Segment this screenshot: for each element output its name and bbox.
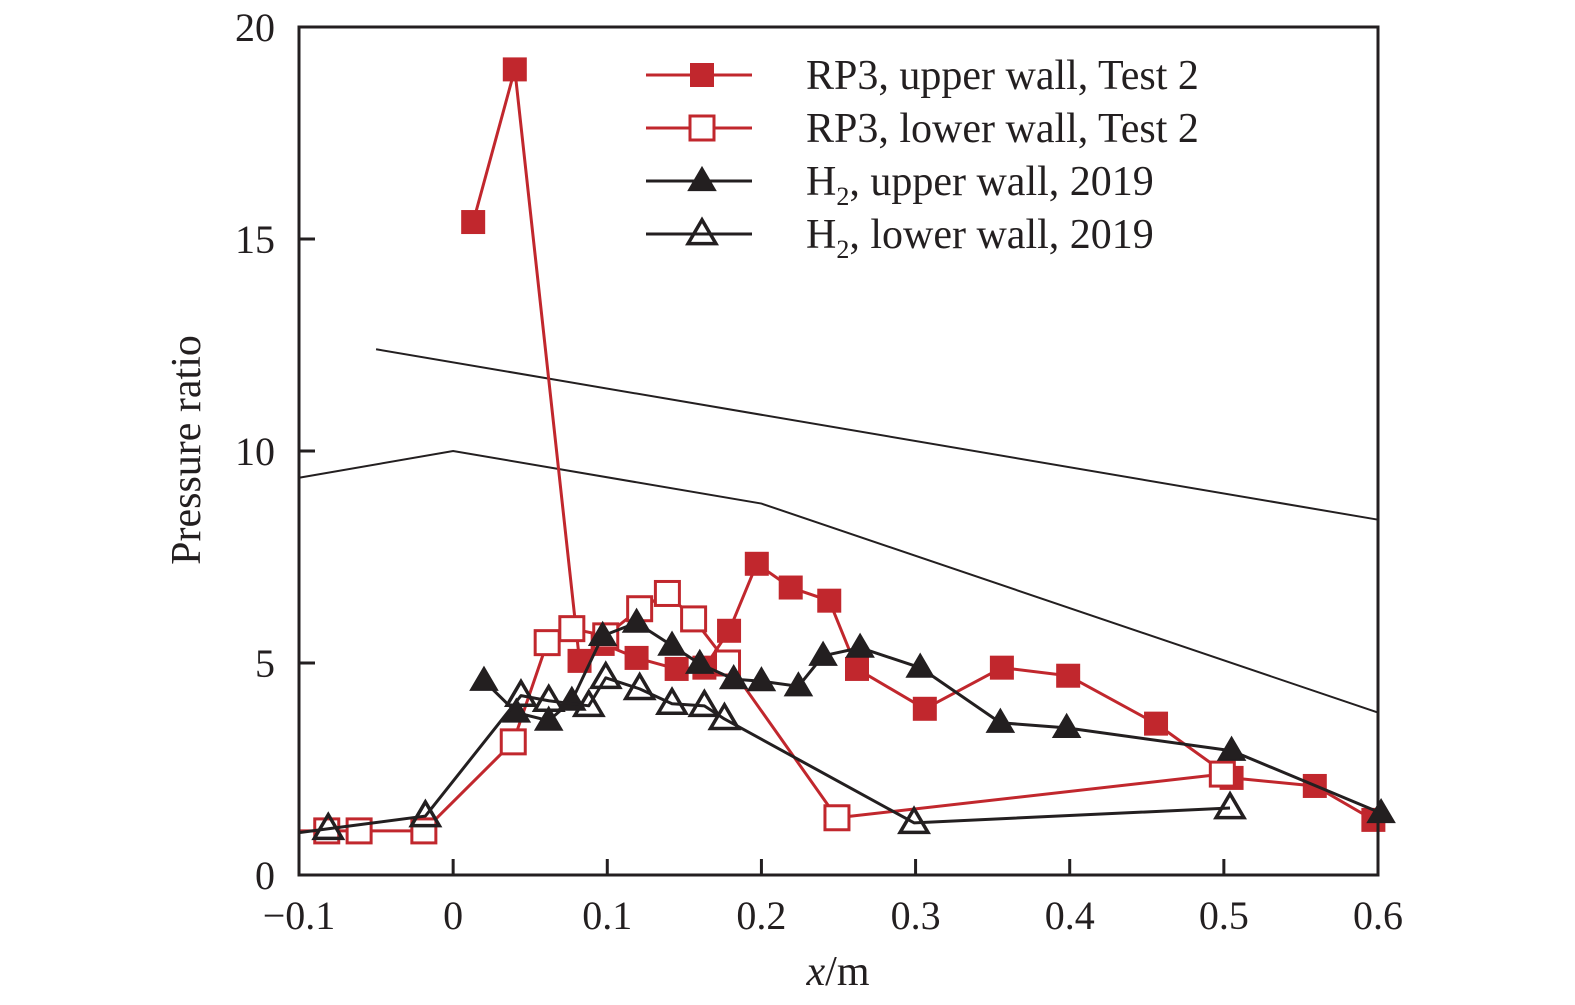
y-tick-label: 5 [255, 641, 275, 686]
data-point-square-filled [664, 656, 689, 681]
y-tick-label: 10 [235, 429, 275, 474]
data-point-square-open [823, 804, 851, 832]
data-point-triangle-filled [533, 705, 564, 731]
x-tick-label: 0.6 [1353, 893, 1403, 938]
x-tick-label: 0.5 [1199, 893, 1249, 938]
series-3 [298, 660, 1247, 841]
legend-marker-square-open [688, 114, 716, 142]
data-point-triangle-open [707, 701, 742, 731]
data-point-square-open [499, 728, 527, 756]
data-point-triangle-filled [845, 632, 875, 658]
data-point-square-open [558, 615, 586, 643]
data-point-triangle-filled [808, 640, 838, 666]
legend-label: RP3, lower wall, Test 2 [806, 106, 1199, 152]
data-point-triangle-filled [783, 671, 814, 697]
series-line [298, 676, 1231, 835]
y-tick-label: 0 [255, 853, 275, 898]
x-axis-title: x/m [806, 949, 870, 995]
x-axis-title-unit: /m [825, 949, 870, 995]
data-point-triangle-filled [1051, 712, 1082, 738]
legend-label: H2, lower wall, 2019 [806, 212, 1154, 264]
data-point-triangle-open [408, 798, 443, 828]
x-axis-title-variable: x [806, 949, 826, 995]
legend-label-subscript: 2 [836, 182, 849, 211]
legend-label-main: H [806, 212, 836, 258]
data-point-square-filled [717, 618, 742, 643]
y-tick-label: 15 [235, 217, 275, 262]
data-point-triangle-open [311, 811, 346, 841]
data-point-square-filled [1056, 663, 1081, 688]
legend-label: H2, upper wall, 2019 [806, 159, 1154, 211]
legend-entry: RP3, upper wall, Test 2 [646, 53, 1199, 99]
legend-entry: H2, upper wall, 2019 [646, 159, 1154, 211]
data-point-triangle-filled [746, 666, 777, 692]
data-point-triangle-filled [905, 652, 935, 678]
data-point-triangle-filled [718, 663, 749, 690]
data-point-triangle-open [571, 688, 606, 718]
data-point-square-filled [778, 575, 803, 600]
series-layer [298, 57, 1396, 845]
data-point-triangle-open [588, 660, 623, 690]
data-point-square-filled [1144, 711, 1169, 736]
x-tick-label: 0.1 [582, 893, 632, 938]
reference-lines [298, 348, 1379, 714]
x-tick-label: 0.3 [891, 893, 941, 938]
data-point-square-filled [989, 655, 1014, 680]
x-tick-label: 0.2 [736, 893, 786, 938]
data-point-square-filled [912, 696, 937, 721]
legend-label-rest: , lower wall, 2019 [849, 212, 1153, 258]
data-point-triangle-filled [1216, 735, 1247, 761]
legend-label-subscript: 2 [836, 235, 849, 264]
data-point-square-filled [502, 57, 527, 82]
y-tick-label: 20 [235, 5, 275, 50]
data-point-square-open [1208, 760, 1236, 788]
data-point-triangle-filled [657, 630, 687, 656]
legend-entry: RP3, lower wall, Test 2 [646, 106, 1199, 152]
data-point-triangle-open [622, 671, 657, 701]
x-tick-label: −0.1 [263, 893, 336, 938]
data-point-square-open [680, 605, 708, 633]
data-point-square-filled [624, 645, 649, 670]
legend-marker-triangle-filled [687, 165, 717, 192]
data-point-square-open [410, 817, 438, 845]
legend: RP3, upper wall, Test 2 RP3, lower wall, … [646, 53, 1199, 264]
data-point-square-filled [817, 588, 842, 613]
y-axis-title: Pressure ratio [164, 335, 210, 565]
data-point-triangle-filled [1366, 797, 1396, 824]
legend-label-rest: , upper wall, 2019 [849, 159, 1153, 205]
data-point-square-filled [844, 656, 869, 681]
legend-label: RP3, upper wall, Test 2 [806, 53, 1199, 99]
data-point-triangle-open [897, 805, 932, 835]
data-point-square-filled [744, 551, 769, 576]
data-point-triangle-filled [621, 607, 652, 633]
legend-marker-triangle-open [685, 216, 719, 246]
data-point-square-open [533, 629, 561, 657]
data-point-square-filled [461, 210, 486, 235]
x-tick-label: 0 [443, 893, 463, 938]
data-point-triangle-filled [469, 665, 499, 691]
legend-entry: H2, lower wall, 2019 [646, 212, 1154, 264]
data-point-triangle-open [687, 688, 722, 718]
lower-limit-line [298, 449, 1379, 714]
x-tick-label: 0.4 [1045, 893, 1095, 938]
legend-marker-square-filled [690, 63, 714, 87]
data-point-triangle-filled [587, 620, 618, 646]
data-point-triangle-filled [985, 707, 1016, 733]
upper-limit-line [375, 348, 1379, 521]
series-line [299, 591, 1223, 833]
data-point-triangle-open [503, 678, 538, 707]
series-1 [299, 579, 1236, 845]
legend-label-main: H [806, 159, 836, 205]
data-point-square-open [653, 579, 681, 607]
data-point-triangle-open [655, 686, 690, 716]
data-point-triangle-filled [684, 648, 715, 674]
data-point-triangle-open [1213, 790, 1247, 820]
data-point-triangle-open [531, 683, 566, 713]
